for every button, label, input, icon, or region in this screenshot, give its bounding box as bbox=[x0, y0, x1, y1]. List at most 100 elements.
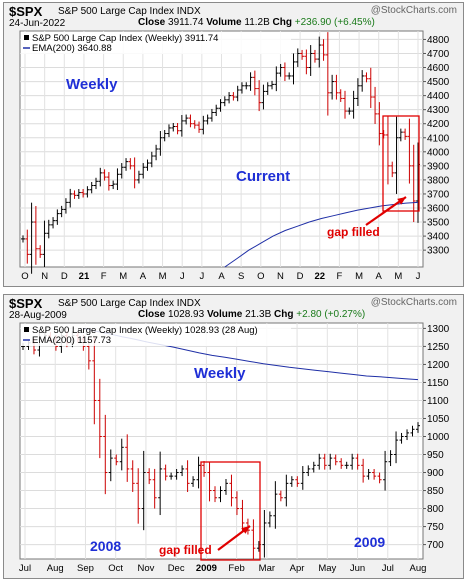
x-tick-label: N bbox=[277, 271, 284, 282]
x-tick-label: D bbox=[297, 271, 304, 282]
symbol: $SPX bbox=[9, 296, 43, 311]
x-tick-label: Jul bbox=[382, 563, 394, 574]
x-tick-label: 22 bbox=[314, 271, 325, 282]
label-weekly: Weekly bbox=[66, 76, 118, 93]
y-tick-label: 4100 bbox=[427, 133, 450, 144]
plot-area bbox=[19, 322, 424, 560]
label-gap-filled: gap filled bbox=[159, 543, 212, 557]
index-name: S&P 500 Large Cap Index INDX bbox=[58, 6, 201, 17]
y-tick-label: 1300 bbox=[427, 324, 450, 335]
legend-box bbox=[21, 324, 291, 346]
y-tick-label: 1200 bbox=[427, 360, 450, 371]
x-tick-label: O bbox=[21, 271, 28, 282]
x-tick-label: Aug bbox=[410, 563, 427, 574]
x-tick-label: M bbox=[394, 271, 402, 282]
chart-panel-2022: $SPX S&P 500 Large Cap Index INDX @Stock… bbox=[3, 2, 464, 287]
y-tick-label: 4800 bbox=[427, 35, 450, 46]
x-tick-label: 21 bbox=[79, 271, 90, 282]
y-tick-label: 1000 bbox=[427, 432, 450, 443]
x-tick-label: 2009 bbox=[196, 563, 217, 574]
y-tick-label: 3600 bbox=[427, 204, 450, 215]
brand-watermark: @StockCharts.com bbox=[370, 5, 457, 16]
chart-header: $SPX S&P 500 Large Cap Index INDX @Stock… bbox=[4, 295, 463, 322]
y-tick-label: 4700 bbox=[427, 49, 450, 60]
x-tick-label: J bbox=[199, 271, 204, 282]
y-tick-label: 750 bbox=[427, 522, 444, 533]
x-tick-label: N bbox=[41, 271, 48, 282]
legend-box bbox=[21, 32, 291, 54]
y-tick-label: 700 bbox=[427, 540, 444, 551]
y-tick-label: 3400 bbox=[427, 232, 450, 243]
label-current: Current bbox=[236, 168, 290, 185]
x-tick-label: Oct bbox=[108, 563, 123, 574]
price-chart-2022: 3300 3400 3500 3600 3700 3800 3900 4000 4100 4200… bbox=[19, 30, 450, 282]
y-tick-label: 4400 bbox=[427, 91, 450, 102]
price-chart-2009: 700 750 800 850 900 950 1000 1050 1100 1150 1200 12… bbox=[19, 322, 450, 574]
x-tick-label: A bbox=[218, 271, 225, 282]
y-tick-label: 4500 bbox=[427, 77, 450, 88]
x-tick-label: D bbox=[61, 271, 68, 282]
y-tick-label: 850 bbox=[427, 486, 444, 497]
y-tick-label: 1250 bbox=[427, 342, 450, 353]
y-tick-label: 3300 bbox=[427, 246, 450, 257]
x-tick-label: J bbox=[416, 271, 421, 282]
y-tick-label: 4600 bbox=[427, 63, 450, 74]
y-tick-label: 800 bbox=[427, 504, 444, 515]
label-year-2009: 2009 bbox=[354, 534, 385, 550]
x-tick-label: Jun bbox=[350, 563, 365, 574]
legend-price: S&P 500 Large Cap Index (Weekly) 3911.74 bbox=[32, 33, 218, 44]
x-tick-label: Aug bbox=[47, 563, 64, 574]
chart-header: $SPX S&P 500 Large Cap Index INDX @Stock… bbox=[4, 3, 463, 30]
chart-panel-2009: $SPX S&P 500 Large Cap Index INDX @Stock… bbox=[3, 294, 464, 579]
chart-date: 24-Jun-2022 bbox=[9, 18, 66, 29]
y-tick-label: 4300 bbox=[427, 105, 450, 116]
y-tick-label: 1100 bbox=[427, 396, 449, 407]
quote-line: Close 3911.74 Volume 11.2B Chg +236.90 (… bbox=[138, 17, 375, 28]
x-tick-label: Nov bbox=[137, 563, 154, 574]
x-tick-label: O bbox=[257, 271, 264, 282]
label-year-2008: 2008 bbox=[90, 538, 121, 554]
chart-date: 28-Aug-2009 bbox=[9, 310, 67, 321]
y-tick-label: 1050 bbox=[427, 414, 450, 425]
gap-arrow-head bbox=[241, 526, 250, 534]
x-tick-label: M bbox=[355, 271, 363, 282]
x-tick-label: F bbox=[101, 271, 107, 282]
x-tick-label: Dec bbox=[168, 563, 185, 574]
quote-line: Close 1028.93 Volume 21.3B Chg +2.80 (+0… bbox=[138, 309, 366, 320]
x-tick-label: S bbox=[238, 271, 244, 282]
gap-arrow-head bbox=[397, 197, 406, 205]
y-tick-label: 3700 bbox=[427, 189, 450, 200]
x-tick-label: Feb bbox=[228, 563, 244, 574]
y-tick-label: 4000 bbox=[427, 147, 450, 158]
gap-highlight-box bbox=[382, 115, 420, 212]
x-tick-label: Sep bbox=[77, 563, 94, 574]
y-tick-label: 900 bbox=[427, 468, 444, 479]
legend-ema: EMA(200) 3640.88 bbox=[32, 43, 112, 54]
legend-swatch-price bbox=[24, 327, 29, 332]
y-tick-label: 1150 bbox=[427, 378, 449, 389]
x-tick-label: J bbox=[180, 271, 185, 282]
y-tick-label: 3800 bbox=[427, 175, 450, 186]
symbol: $SPX bbox=[9, 4, 43, 19]
x-tick-label: May bbox=[318, 563, 336, 574]
x-tick-label: F bbox=[336, 271, 342, 282]
x-tick-label: Mar bbox=[259, 563, 275, 574]
label-gap-filled: gap filled bbox=[327, 225, 380, 239]
x-tick-label: M bbox=[159, 271, 167, 282]
label-weekly: Weekly bbox=[194, 365, 246, 382]
x-tick-label: Apr bbox=[290, 563, 305, 574]
gap-highlight-box bbox=[200, 461, 261, 561]
ema-line bbox=[224, 201, 419, 268]
legend-ema: EMA(200) 1157.73 bbox=[32, 335, 111, 346]
y-tick-label: 3900 bbox=[427, 161, 450, 172]
x-tick-label: A bbox=[376, 271, 383, 282]
y-tick-label: 950 bbox=[427, 450, 444, 461]
x-tick-label: Jul bbox=[19, 563, 31, 574]
index-name: S&P 500 Large Cap Index INDX bbox=[58, 298, 201, 309]
brand-watermark: @StockCharts.com bbox=[370, 297, 457, 308]
x-tick-label: M bbox=[119, 271, 127, 282]
y-tick-label: 4200 bbox=[427, 119, 450, 130]
legend-swatch-price bbox=[24, 35, 29, 40]
y-tick-label: 3500 bbox=[427, 218, 450, 229]
x-tick-label: A bbox=[140, 271, 147, 282]
